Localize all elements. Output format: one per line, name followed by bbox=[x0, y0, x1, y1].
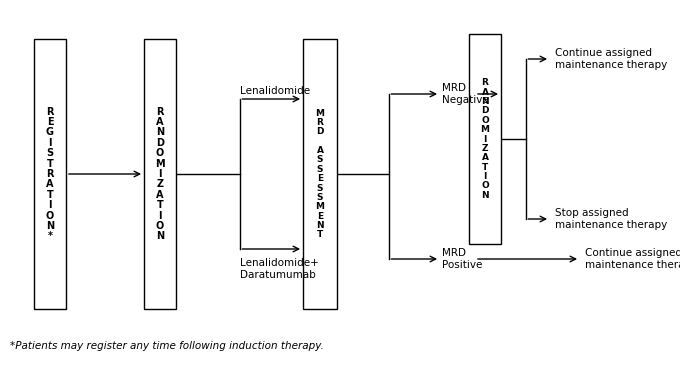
Bar bbox=[34, 39, 66, 309]
Text: Continue assigned
maintenance therapy: Continue assigned maintenance therapy bbox=[555, 48, 667, 70]
Text: Lenalidomide+
Daratumumab: Lenalidomide+ Daratumumab bbox=[240, 258, 319, 280]
Bar bbox=[469, 34, 501, 244]
Text: R
E
G
I
S
T
R
A
T
I
O
N
*: R E G I S T R A T I O N * bbox=[46, 107, 54, 241]
Text: Stop assigned
maintenance therapy: Stop assigned maintenance therapy bbox=[555, 208, 667, 230]
Bar bbox=[303, 39, 337, 309]
Text: MRD
Negative: MRD Negative bbox=[442, 83, 489, 105]
Text: R
A
N
D
O
M
I
Z
A
T
I
O
N: R A N D O M I Z A T I O N bbox=[155, 107, 165, 241]
Text: *Patients may register any time following induction therapy.: *Patients may register any time followin… bbox=[10, 341, 324, 351]
Text: Lenalidomide: Lenalidomide bbox=[240, 86, 310, 96]
Text: Continue assigned
maintenance therapy: Continue assigned maintenance therapy bbox=[585, 248, 680, 270]
Text: MRD
Positive: MRD Positive bbox=[442, 248, 482, 270]
Text: M
R
D
 
A
S
S
E
S
S
M
E
N
T: M R D A S S E S S M E N T bbox=[316, 109, 324, 239]
Bar bbox=[144, 39, 176, 309]
Text: R
A
N
D
O
M
I
Z
A
T
I
O
N: R A N D O M I Z A T I O N bbox=[481, 78, 490, 200]
